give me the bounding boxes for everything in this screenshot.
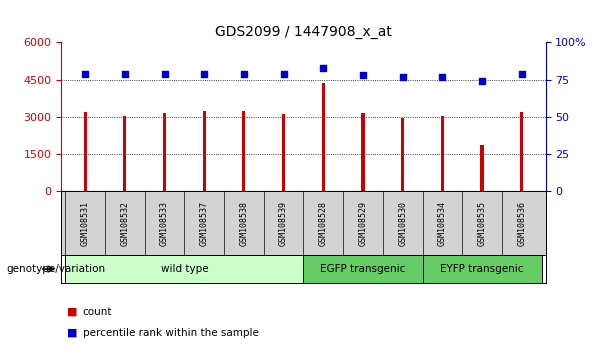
Text: GSM108538: GSM108538 [240,200,248,246]
Bar [303,255,422,283]
Text: ■: ■ [67,328,78,338]
Text: GSM108532: GSM108532 [120,200,129,246]
Text: GSM108534: GSM108534 [438,200,447,246]
Text: GSM108533: GSM108533 [160,200,169,246]
Point [239,71,249,76]
Text: percentile rank within the sample: percentile rank within the sample [83,328,259,338]
Point [517,71,527,76]
Bar [242,111,245,191]
Text: GSM108528: GSM108528 [319,200,328,246]
Bar [362,113,365,191]
Bar [481,145,484,191]
Point [279,71,289,76]
Text: genotype/variation: genotype/variation [6,264,105,274]
Bar [401,118,404,191]
Point [80,71,90,76]
Text: ■: ■ [67,307,78,316]
Point [159,71,169,76]
Point [398,74,408,80]
Text: EGFP transgenic: EGFP transgenic [320,264,406,274]
Bar [65,255,303,283]
Point [120,71,130,76]
Bar [163,113,166,191]
Text: GSM108539: GSM108539 [279,200,288,246]
Text: GSM108530: GSM108530 [398,200,407,246]
Text: GSM108537: GSM108537 [200,200,208,246]
Text: wild type: wild type [161,264,208,274]
Point [477,78,487,84]
Point [358,72,368,78]
Point [318,65,328,70]
Bar [520,112,524,191]
Bar [282,114,285,191]
Bar [123,115,126,191]
Bar [441,115,444,191]
Text: GSM108536: GSM108536 [517,200,526,246]
Title: GDS2099 / 1447908_x_at: GDS2099 / 1447908_x_at [215,25,392,39]
Bar [83,112,86,191]
Text: GSM108535: GSM108535 [478,200,487,246]
Text: EYFP transgenic: EYFP transgenic [440,264,524,274]
Text: count: count [83,307,112,316]
Text: GSM108529: GSM108529 [359,200,367,246]
Bar [422,255,542,283]
Text: GSM108531: GSM108531 [81,200,89,246]
Bar [322,84,325,191]
Point [199,71,209,76]
Point [438,74,447,80]
Bar [203,112,206,191]
